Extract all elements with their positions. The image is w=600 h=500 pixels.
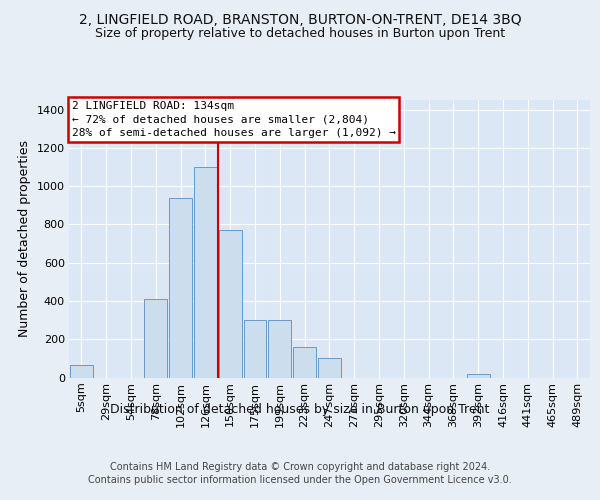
Bar <box>318 358 341 378</box>
Text: Size of property relative to detached houses in Burton upon Trent: Size of property relative to detached ho… <box>95 28 505 40</box>
Bar <box>293 347 316 378</box>
Y-axis label: Number of detached properties: Number of detached properties <box>18 140 31 337</box>
Text: Distribution of detached houses by size in Burton upon Trent: Distribution of detached houses by size … <box>110 402 490 415</box>
Text: Contains public sector information licensed under the Open Government Licence v3: Contains public sector information licen… <box>88 475 512 485</box>
Text: 2 LINGFIELD ROAD: 134sqm
← 72% of detached houses are smaller (2,804)
28% of sem: 2 LINGFIELD ROAD: 134sqm ← 72% of detach… <box>71 102 395 138</box>
Bar <box>169 198 192 378</box>
Bar <box>70 365 93 378</box>
Bar <box>219 230 242 378</box>
Bar <box>244 320 266 378</box>
Bar <box>467 374 490 378</box>
Bar <box>194 167 217 378</box>
Text: Contains HM Land Registry data © Crown copyright and database right 2024.: Contains HM Land Registry data © Crown c… <box>110 462 490 472</box>
Text: 2, LINGFIELD ROAD, BRANSTON, BURTON-ON-TRENT, DE14 3BQ: 2, LINGFIELD ROAD, BRANSTON, BURTON-ON-T… <box>79 12 521 26</box>
Bar <box>145 299 167 378</box>
Bar <box>268 320 291 378</box>
